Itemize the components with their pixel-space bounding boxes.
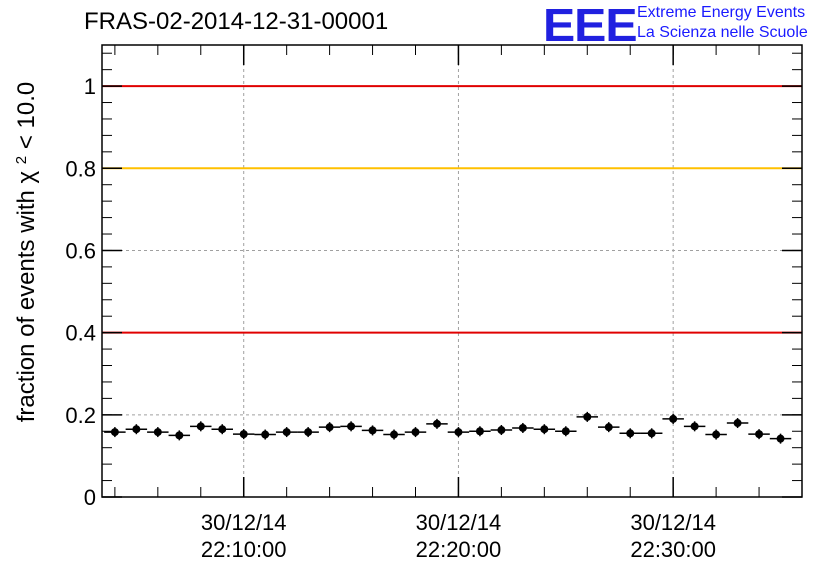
point-marker (540, 425, 549, 434)
y-axis-label: fraction of events with χ 2 < 10.0 (13, 82, 41, 422)
data-point (533, 424, 556, 435)
point-marker (626, 429, 635, 438)
data-point (147, 427, 169, 438)
point-marker (175, 431, 184, 440)
data-point (361, 425, 384, 436)
point-marker (218, 425, 227, 434)
point-marker (755, 430, 764, 439)
point-marker (454, 428, 463, 437)
data-point (383, 429, 405, 440)
x-tick-label-date: 30/12/14 (201, 510, 287, 535)
point-marker (368, 426, 377, 435)
data-point (297, 427, 319, 438)
data-point (490, 425, 513, 436)
y-tick-label: 0.2 (65, 403, 96, 428)
point-marker (153, 428, 162, 437)
point-marker (196, 422, 205, 431)
data-point (104, 427, 126, 438)
point-marker (390, 430, 399, 439)
reference-lines (102, 85, 802, 334)
data-point (168, 430, 191, 441)
x-tick-label-date: 30/12/14 (630, 510, 716, 535)
point-marker (669, 414, 678, 423)
point-marker (132, 425, 141, 434)
data-point (748, 429, 770, 440)
data-point (447, 427, 470, 438)
data-point (232, 429, 255, 440)
x-tick-label-date: 30/12/14 (416, 510, 502, 535)
point-marker (432, 419, 441, 428)
y-tick-label: 1 (84, 74, 96, 99)
y-axis-label-symbol: χ (13, 170, 40, 183)
y-axis-label-superscript: 2 (13, 156, 30, 164)
data-point (404, 427, 427, 438)
point-marker (261, 430, 270, 439)
point-marker (604, 423, 613, 432)
eee-logo-mark: EEE (543, 0, 638, 51)
data-points (104, 411, 792, 444)
data-point (705, 429, 727, 440)
point-marker (497, 426, 506, 435)
data-point (426, 418, 448, 429)
y-tick-label: 0 (84, 485, 96, 510)
axis-ticks (102, 45, 803, 498)
point-marker (712, 430, 721, 439)
data-point (469, 426, 491, 437)
point-marker (304, 428, 313, 437)
point-marker (690, 422, 699, 431)
data-point (125, 424, 148, 435)
data-point (190, 421, 212, 432)
point-marker (733, 419, 742, 428)
data-point (555, 426, 577, 437)
point-marker (776, 434, 785, 443)
point-marker (282, 428, 291, 437)
x-tick-label-time: 22:30:00 (630, 537, 716, 562)
data-point (318, 422, 341, 433)
data-point (726, 418, 749, 429)
x-tick-label-time: 22:10:00 (201, 537, 287, 562)
data-point (640, 428, 663, 439)
plot-frame (101, 44, 803, 498)
data-point (576, 411, 599, 422)
data-point (619, 428, 641, 439)
y-tick-label: 0.8 (65, 156, 96, 181)
data-point (662, 413, 684, 424)
x-tick-label-time: 22:20:00 (416, 537, 502, 562)
chart-title: FRAS-02-2014-12-31-00001 (84, 8, 389, 35)
data-point (254, 429, 276, 440)
point-marker (647, 429, 656, 438)
y-tick-label: 0.4 (65, 321, 96, 346)
data-point (340, 421, 362, 432)
logo-line-2: La Scienza nelle Scuole (637, 24, 808, 41)
data-point (211, 424, 233, 435)
point-marker (239, 430, 248, 439)
point-marker (583, 412, 592, 421)
y-axis-label-prefix: fraction of events with (13, 183, 40, 422)
y-tick-label: 0.6 (65, 238, 96, 263)
point-marker (411, 428, 420, 437)
y-axis-label-suffix: < 10.0 (13, 82, 40, 149)
logo-line-1: Extreme Energy Events (637, 4, 806, 21)
data-point (275, 427, 298, 438)
point-marker (325, 423, 334, 432)
tick-labels: 00.20.40.60.8130/12/1422:10:0030/12/1422… (65, 74, 716, 562)
point-marker (475, 427, 484, 436)
point-marker (110, 428, 119, 437)
data-point (512, 422, 534, 433)
point-marker (561, 427, 570, 436)
data-point (769, 433, 792, 444)
point-marker (347, 422, 356, 431)
point-marker (518, 423, 527, 432)
data-point (683, 421, 706, 432)
data-point (598, 422, 620, 433)
